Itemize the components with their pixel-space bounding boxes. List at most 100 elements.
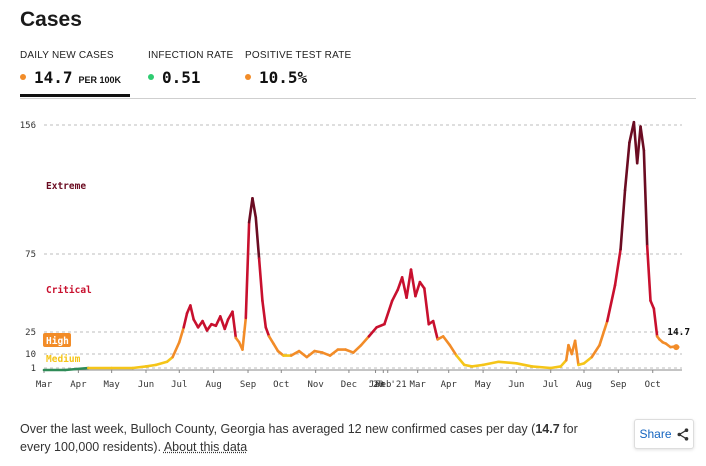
y-tick-label: 156 (20, 121, 36, 131)
series-line-segment (367, 326, 378, 338)
series-line-segment (352, 343, 363, 354)
current-value-label: 14.7 (667, 327, 690, 338)
x-tick-label: Aug (576, 380, 592, 390)
series-line-segment (431, 319, 439, 341)
x-tick-label: Mar (410, 380, 427, 390)
y-tick-label: 25 (25, 328, 36, 338)
share-icon (677, 427, 688, 441)
series-line-segment (645, 244, 652, 303)
series-line-segment (171, 340, 181, 359)
zone-label-extreme: Extreme (46, 181, 86, 192)
series-line-segment (297, 349, 309, 359)
tab-value: 14.7 (34, 68, 73, 87)
x-tick-label: Jun (138, 380, 154, 390)
tab-unit: PER 100K (78, 75, 122, 85)
series-line-segment (272, 342, 280, 353)
series-line-segment (383, 299, 394, 326)
series-line-segment (441, 335, 452, 347)
page-title: Cases (20, 8, 82, 31)
series-line-segment (409, 268, 417, 298)
current-point (673, 344, 680, 351)
series-line-segment (313, 349, 324, 354)
series-line-segment (192, 318, 200, 329)
series-line-segment (264, 326, 271, 338)
series-line-segment (649, 299, 656, 310)
series-line-segment (635, 125, 642, 165)
series-line-segment (559, 358, 568, 368)
series-line-segment (305, 349, 316, 359)
series-line-segment (462, 363, 474, 368)
series-line-segment (189, 304, 195, 321)
series-line-segment (144, 363, 158, 368)
series-line-segment (201, 319, 209, 332)
cases-chart: 1 10 25 75 156 Extreme Critical High Medium Mar Ap… (20, 120, 690, 390)
about-data-link[interactable]: About this data (163, 440, 248, 454)
series-line-segment (530, 365, 553, 370)
series-line-segment (375, 322, 386, 329)
series-line-segment (254, 216, 261, 260)
series-line-segment (414, 280, 422, 298)
series-line-segment (481, 360, 500, 367)
tab-label: INFECTION RATE (148, 50, 234, 61)
series-line-segment (573, 339, 580, 367)
x-tick-label: May (475, 380, 492, 390)
zone-badge (43, 333, 71, 347)
metric-tabs: DAILY NEW CASES 14.7 PER 100K INFECTION … (20, 50, 696, 99)
series-line-segment (344, 348, 355, 354)
series-line-segment (549, 365, 563, 370)
series-line-segment (261, 299, 268, 329)
series-line-segment (321, 351, 332, 357)
series-line-segment (154, 360, 169, 367)
x-tick-label: Sep (610, 380, 626, 390)
x-tick-label: Apr (70, 380, 87, 390)
series-line-segment (455, 354, 466, 367)
summary-after: for every 100,000 residents). (20, 422, 578, 454)
summary-before: Over the last week, Bulloch County, Geor… (20, 422, 536, 436)
tab-infection-rate[interactable]: INFECTION RATE 0.51 (148, 50, 238, 97)
series-line-segment (423, 287, 431, 326)
y-tick-label: 75 (25, 250, 36, 260)
tab-positive-test-rate[interactable]: POSITIVE TEST RATE 10.5% (245, 50, 375, 97)
summary-text: Over the last week, Bulloch County, Geor… (20, 420, 600, 456)
series-line-segment (448, 343, 458, 357)
share-label: Share (639, 427, 672, 441)
zone-label-high: High (46, 336, 69, 347)
series-line-segment (231, 310, 238, 340)
series-line-segment (219, 315, 227, 331)
series-line-segment (244, 220, 251, 320)
x-tick-label: Nov (308, 380, 324, 390)
series-line-segment (497, 360, 518, 365)
series-line-segment (390, 288, 400, 303)
zone-label-critical: Critical (46, 285, 92, 296)
status-dot-icon (245, 74, 251, 80)
series-line-segment (590, 343, 601, 359)
series-line-segment (582, 355, 594, 365)
x-tick-label: Jul (171, 380, 187, 390)
series-line-segment (598, 319, 609, 347)
x-tick-label: Dec (341, 380, 357, 390)
x-tick-label: Aug (206, 380, 222, 390)
series-line-segment (241, 316, 248, 351)
series-line-segment (223, 318, 230, 331)
series-line-segment (605, 283, 617, 323)
series-line-segment (251, 196, 258, 219)
tab-daily-new-cases[interactable]: DAILY NEW CASES 14.7 PER 100K (20, 50, 130, 97)
series-line-segment (623, 141, 631, 192)
x-tick-label: Apr (441, 380, 458, 390)
x-tick-label: May (104, 380, 121, 390)
x-tick-label: Feb (375, 380, 391, 390)
x-tick-label: Sep (240, 380, 256, 390)
status-dot-icon (20, 74, 26, 80)
share-button[interactable]: Share (634, 419, 694, 449)
series-line-segment (359, 335, 371, 347)
y-tick-label: 1 (31, 364, 36, 374)
series-line-segment (652, 307, 659, 338)
series-line-segment (642, 149, 649, 248)
x-tick-label: Mar (36, 380, 53, 390)
series-line-segment (328, 348, 340, 357)
x-tick-label: '20 (367, 380, 383, 390)
series-line-segment (613, 247, 622, 287)
tab-value: 10.5% (259, 68, 308, 87)
series-line-segment (177, 326, 186, 344)
series-line-segment (619, 188, 627, 251)
